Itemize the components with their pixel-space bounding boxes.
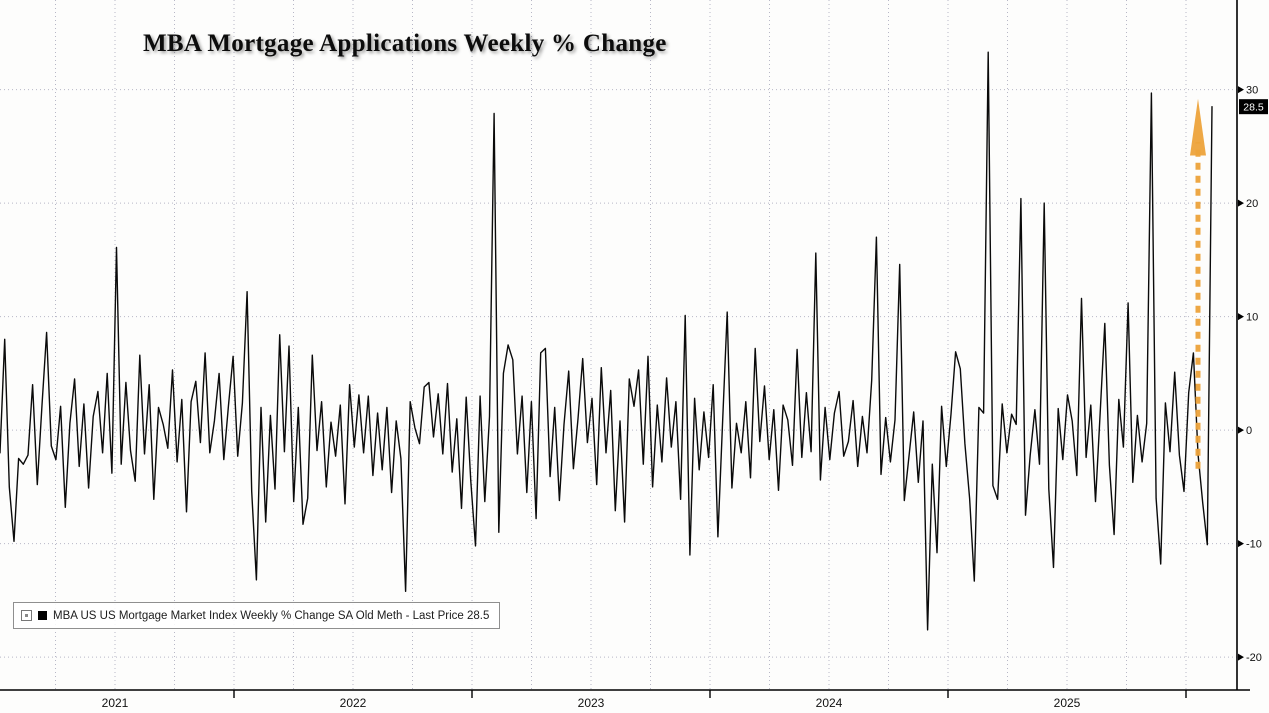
series-line [0,51,1213,631]
legend-label: MBA US US Mortgage Market Index Weekly %… [53,609,490,622]
svg-text:10: 10 [1246,312,1258,324]
svg-text:2024: 2024 [816,696,843,710]
svg-text:20: 20 [1246,198,1258,210]
last-price-tag: 28.5 [1239,99,1268,115]
svg-text:28.5: 28.5 [1243,102,1264,114]
svg-text:0: 0 [1246,425,1252,437]
svg-text:2021: 2021 [102,696,129,710]
svg-text:-20: -20 [1246,652,1262,664]
legend-checkbox-icon[interactable] [21,610,32,621]
trend-arrow [1190,98,1206,469]
svg-text:-10: -10 [1246,539,1262,551]
y-axis: 30 20 10 0 -10 -20 [0,0,1262,691]
legend-row[interactable]: MBA US US Mortgage Market Index Weekly %… [13,602,501,629]
svg-text:2022: 2022 [340,696,367,710]
x-axis: 2021 2022 2023 2024 2025 [102,690,1187,710]
series-swatch-icon [38,611,47,620]
svg-text:30: 30 [1246,85,1258,97]
grid [0,0,1237,690]
svg-text:2023: 2023 [578,696,605,710]
chart-title: MBA Mortgage Applications Weekly % Chang… [143,30,667,57]
svg-text:2025: 2025 [1054,696,1081,710]
